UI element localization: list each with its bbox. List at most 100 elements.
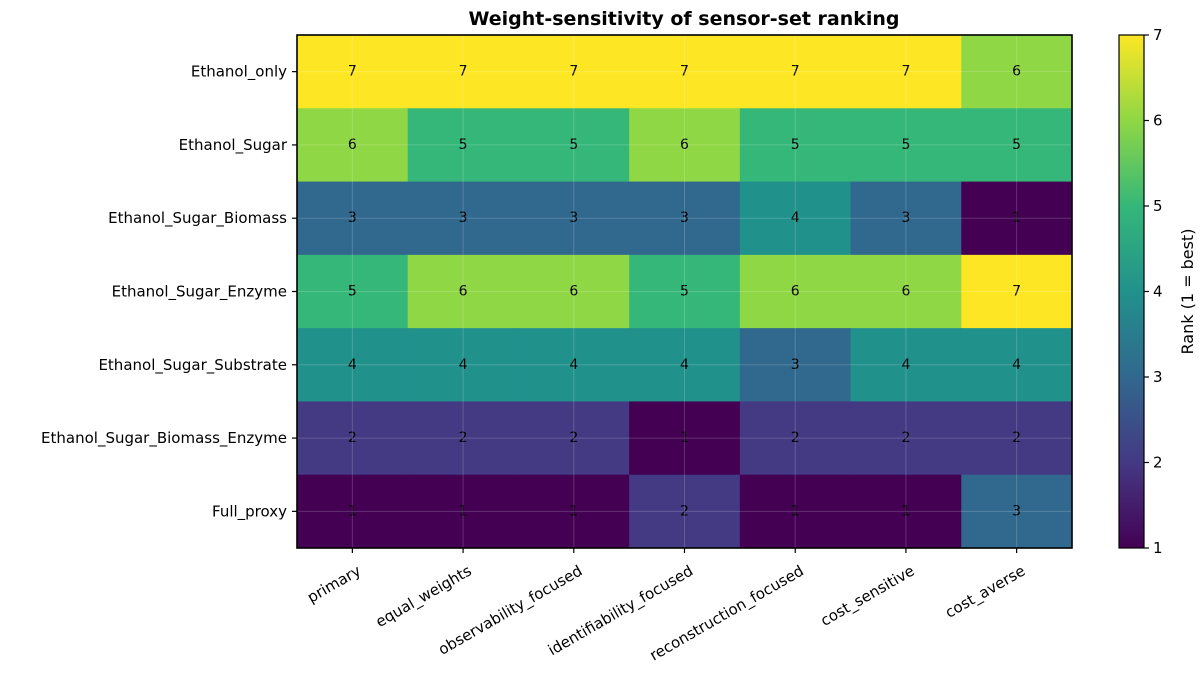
cell-value-label: 4: [459, 357, 468, 373]
cell-value-label: 6: [680, 137, 689, 153]
heatmap-cell: [850, 254, 962, 329]
colorbar-tick-label: 5: [1153, 197, 1163, 215]
cell-value-label: 7: [569, 64, 578, 80]
cell-value-label: 1: [1012, 210, 1021, 226]
x-tick-label: cost_averse: [942, 562, 1029, 623]
cell-value-label: 5: [901, 137, 910, 153]
cell-value-label: 5: [791, 137, 800, 153]
heatmap-cell: [961, 328, 1073, 402]
colorbar-tick-label: 7: [1153, 26, 1163, 44]
y-tick-label: Ethanol_Sugar_Enzyme: [112, 283, 287, 302]
cell-value-label: 3: [348, 210, 357, 226]
cell-value-label: 7: [901, 64, 910, 80]
cell-value-label: 3: [791, 357, 800, 373]
cell-value-label: 2: [901, 430, 910, 446]
x-tick-label: primary: [304, 562, 364, 607]
heatmap-cell: [961, 181, 1073, 256]
cell-value-label: 2: [680, 503, 689, 519]
heatmap-cell: [739, 254, 852, 329]
heatmap-cell: [297, 474, 409, 549]
cell-value-label: 2: [569, 430, 578, 446]
heatmap-cell: [961, 254, 1073, 329]
heatmap-cell: [629, 35, 741, 109]
colorbar-label: Rank (1 = best): [1178, 229, 1197, 355]
cell-value-label: 2: [459, 430, 468, 446]
heatmap-cell: [407, 474, 519, 549]
gridlines: [297, 35, 1072, 548]
cell-value-label: 5: [569, 137, 578, 153]
heatmap-cell: [739, 108, 852, 183]
cell-value-label: 3: [459, 210, 468, 226]
cell-value-label: 1: [459, 503, 468, 519]
heatmap-cell: [407, 254, 519, 329]
cell-value-label: 3: [1012, 503, 1021, 519]
heatmap-cell: [629, 401, 741, 476]
heatmap-cell: [850, 474, 962, 549]
heatmap-cell: [518, 181, 630, 256]
heatmap-cell: [739, 181, 852, 256]
heatmap-cell: [850, 35, 962, 109]
heatmap-cell: [850, 328, 962, 402]
cell-value-label: 5: [1012, 137, 1021, 153]
cell-value-label: 7: [680, 64, 689, 80]
y-tick-label: Ethanol_Sugar_Biomass: [108, 209, 287, 228]
heatmap-cell: [297, 254, 409, 329]
heatmap-cell: [739, 35, 852, 109]
heatmap-cell: [518, 401, 630, 476]
cell-value-label: 6: [901, 284, 910, 300]
heatmap-cell: [629, 254, 741, 329]
cell-value-label: 7: [1012, 284, 1021, 300]
heatmap-cell: [518, 254, 630, 329]
heatmap-cell: [961, 35, 1073, 109]
cell-value-label: 6: [569, 284, 578, 300]
cell-value-label: 4: [1012, 357, 1021, 373]
heatmap-cell: [629, 328, 741, 402]
heatmap-cell: [850, 401, 962, 476]
heatmap-cell: [297, 401, 409, 476]
cell-value-label: 4: [791, 210, 800, 226]
cell-value-label: 4: [680, 357, 689, 373]
cell-value-label: 6: [1012, 64, 1021, 80]
cell-value-label: 5: [459, 137, 468, 153]
y-tick-label: Ethanol_Sugar_Biomass_Enzyme: [41, 429, 287, 448]
cell-value-label: 7: [459, 64, 468, 80]
heatmap-cell: [739, 474, 852, 549]
heatmap-cell: [518, 35, 630, 109]
heatmap-cell: [297, 328, 409, 402]
heatmap-cell: [629, 181, 741, 256]
heatmap-cells: [297, 35, 1073, 549]
colorbar-tick-label: 1: [1153, 539, 1163, 557]
y-axis-ticks: Ethanol_only Ethanol_Sugar Ethanol_Sugar_B…: [41, 63, 297, 521]
cell-value-label: 1: [680, 430, 689, 446]
cell-value-label: 1: [901, 503, 910, 519]
y-tick-label: Ethanol_Sugar: [179, 136, 288, 155]
colorbar-gradient: [1118, 34, 1145, 549]
heatmap-cell: [407, 35, 519, 109]
heatmap-cell: [629, 108, 741, 183]
colorbar-ticks: 1 2 3 4 5 6 7: [1144, 26, 1163, 557]
heatmap-cell: [518, 328, 630, 402]
cell-value-label: 7: [791, 64, 800, 80]
heatmap-cell: [961, 474, 1073, 549]
x-tick-label: cost_sensitive: [817, 562, 918, 631]
y-tick-label: Full_proxy: [212, 502, 287, 521]
cell-value-label: 2: [1012, 430, 1021, 446]
cell-value-label: 5: [680, 284, 689, 300]
colorbar-tick-label: 6: [1153, 112, 1163, 130]
heatmap-cell: [297, 181, 409, 256]
heatmap-cell: [629, 474, 741, 549]
cell-value-label: 3: [569, 210, 578, 226]
colorbar: 1 2 3 4 5 6 7 Rank (1 = best): [1118, 26, 1197, 557]
cell-value-label: 4: [901, 357, 910, 373]
cell-value-label: 3: [680, 210, 689, 226]
cell-value-label: 6: [459, 284, 468, 300]
heatmap-cell: [407, 181, 519, 256]
y-tick-label: Ethanol_Sugar_Substrate: [98, 356, 287, 375]
x-axis-ticks: primary equal_weightsobservability_focuse…: [304, 548, 1029, 665]
x-tick-label: equal_weights: [373, 561, 476, 631]
heatmap-cell: [518, 474, 630, 549]
heatmap-cell: [850, 108, 962, 183]
heatmap-cell: [407, 108, 519, 183]
cell-value-label: 6: [348, 137, 357, 153]
colorbar-tick-label: 2: [1153, 454, 1163, 472]
